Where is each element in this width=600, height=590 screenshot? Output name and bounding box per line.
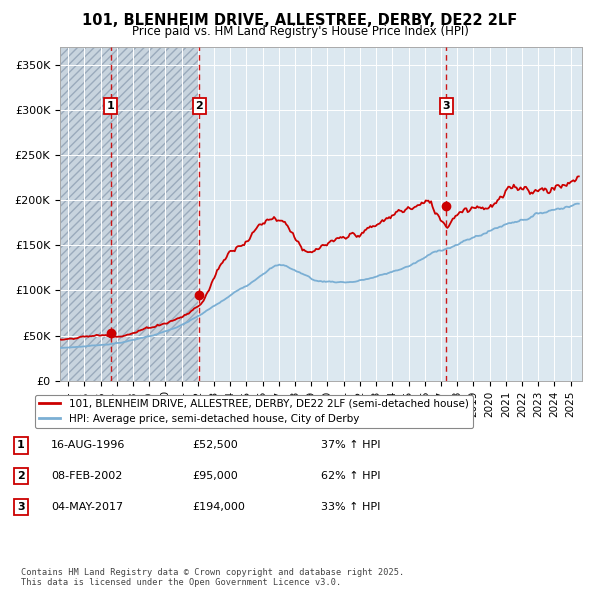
Text: £194,000: £194,000: [192, 502, 245, 512]
Text: £95,000: £95,000: [192, 471, 238, 481]
Text: 37% ↑ HPI: 37% ↑ HPI: [321, 441, 380, 450]
Text: £52,500: £52,500: [192, 441, 238, 450]
Text: Contains HM Land Registry data © Crown copyright and database right 2025.
This d: Contains HM Land Registry data © Crown c…: [21, 568, 404, 587]
Text: 16-AUG-1996: 16-AUG-1996: [51, 441, 125, 450]
Text: 2: 2: [196, 101, 203, 111]
Text: 62% ↑ HPI: 62% ↑ HPI: [321, 471, 380, 481]
Text: 2: 2: [17, 471, 25, 481]
Text: 1: 1: [107, 101, 115, 111]
Text: 3: 3: [443, 101, 450, 111]
Text: 3: 3: [17, 502, 25, 512]
Text: 04-MAY-2017: 04-MAY-2017: [51, 502, 123, 512]
Bar: [60, 47, 199, 381]
Text: 08-FEB-2002: 08-FEB-2002: [51, 471, 122, 481]
Text: 33% ↑ HPI: 33% ↑ HPI: [321, 502, 380, 512]
Legend: 101, BLENHEIM DRIVE, ALLESTREE, DERBY, DE22 2LF (semi-detached house), HPI: Aver: 101, BLENHEIM DRIVE, ALLESTREE, DERBY, D…: [35, 395, 473, 428]
Text: 101, BLENHEIM DRIVE, ALLESTREE, DERBY, DE22 2LF: 101, BLENHEIM DRIVE, ALLESTREE, DERBY, D…: [82, 13, 518, 28]
Text: Price paid vs. HM Land Registry's House Price Index (HPI): Price paid vs. HM Land Registry's House …: [131, 25, 469, 38]
Text: 1: 1: [17, 441, 25, 450]
